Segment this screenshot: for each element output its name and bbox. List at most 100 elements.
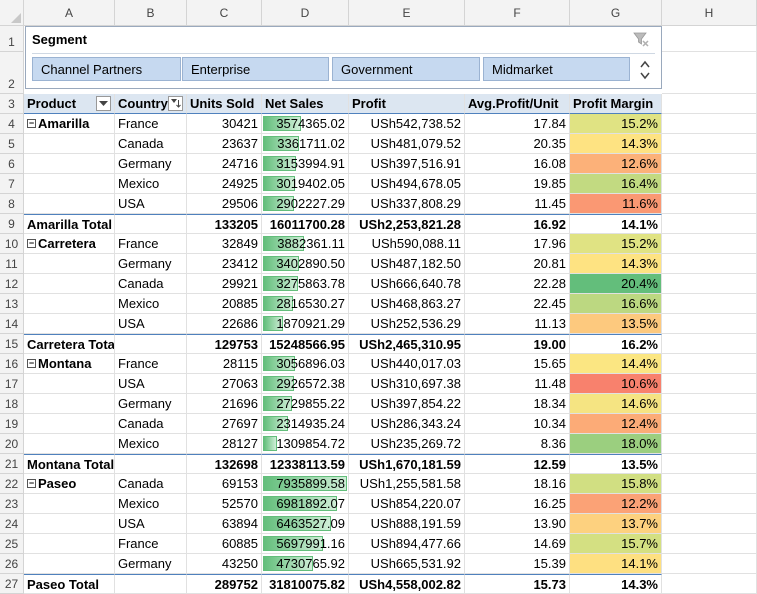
data-cell-product[interactable] bbox=[24, 274, 115, 294]
data-cell-net[interactable]: 7935899.58 bbox=[262, 474, 349, 494]
pivot-header-margin[interactable]: Profit Margin bbox=[570, 94, 662, 114]
data-cell-country[interactable]: France bbox=[115, 534, 187, 554]
data-cell-avg[interactable]: 18.34 bbox=[465, 394, 570, 414]
dropdown-arrow-icon[interactable] bbox=[96, 96, 111, 111]
data-cell-units[interactable]: 28115 bbox=[187, 354, 262, 374]
pivot-header-country[interactable]: Country bbox=[115, 94, 187, 114]
data-cell-profit[interactable]: USh440,017.03 bbox=[349, 354, 465, 374]
total-cell-margin[interactable]: 13.5% bbox=[570, 454, 662, 474]
row-header-3[interactable]: 3 bbox=[0, 94, 24, 114]
data-cell-avg[interactable]: 18.16 bbox=[465, 474, 570, 494]
data-cell-product[interactable]: − Paseo bbox=[24, 474, 115, 494]
data-cell-product[interactable] bbox=[24, 294, 115, 314]
data-cell-country[interactable]: Canada bbox=[115, 274, 187, 294]
cell-h22[interactable] bbox=[662, 474, 757, 494]
data-cell-units[interactable]: 32849 bbox=[187, 234, 262, 254]
data-cell-country[interactable]: Mexico bbox=[115, 434, 187, 454]
data-cell-margin[interactable]: 12.4% bbox=[570, 414, 662, 434]
cell-h12[interactable] bbox=[662, 274, 757, 294]
total-cell-profit[interactable]: USh2,465,310.95 bbox=[349, 334, 465, 354]
cell-h26[interactable] bbox=[662, 554, 757, 574]
data-cell-margin[interactable]: 10.6% bbox=[570, 374, 662, 394]
row-header-16[interactable]: 16 bbox=[0, 354, 24, 374]
row-header-21[interactable]: 21 bbox=[0, 454, 24, 474]
cell-h9[interactable] bbox=[662, 214, 757, 234]
data-cell-product[interactable] bbox=[24, 134, 115, 154]
data-cell-avg[interactable]: 22.28 bbox=[465, 274, 570, 294]
row-header-1[interactable]: 1 bbox=[0, 26, 24, 52]
total-cell-country[interactable] bbox=[115, 214, 187, 234]
data-cell-margin[interactable]: 14.6% bbox=[570, 394, 662, 414]
data-cell-net[interactable]: 1870921.29 bbox=[262, 314, 349, 334]
data-cell-units[interactable]: 27697 bbox=[187, 414, 262, 434]
data-cell-avg[interactable]: 15.65 bbox=[465, 354, 570, 374]
row-header-24[interactable]: 24 bbox=[0, 514, 24, 534]
data-cell-product[interactable]: − Montana bbox=[24, 354, 115, 374]
row-header-2[interactable]: 2 bbox=[0, 52, 24, 94]
data-cell-net[interactable]: 3402890.50 bbox=[262, 254, 349, 274]
data-cell-country[interactable]: Mexico bbox=[115, 174, 187, 194]
total-cell-product[interactable]: Montana Total bbox=[24, 454, 115, 474]
data-cell-country[interactable]: Canada bbox=[115, 414, 187, 434]
cell-h17[interactable] bbox=[662, 374, 757, 394]
cell-h6[interactable] bbox=[662, 154, 757, 174]
data-cell-country[interactable]: France bbox=[115, 234, 187, 254]
column-header-d[interactable]: D bbox=[262, 0, 349, 26]
total-cell-margin[interactable]: 14.1% bbox=[570, 214, 662, 234]
data-cell-net[interactable]: 3361711.02 bbox=[262, 134, 349, 154]
cell-h7[interactable] bbox=[662, 174, 757, 194]
cell-h24[interactable] bbox=[662, 514, 757, 534]
cell-h23[interactable] bbox=[662, 494, 757, 514]
data-cell-units[interactable]: 23637 bbox=[187, 134, 262, 154]
slicer-item-government[interactable]: Government bbox=[332, 57, 480, 81]
data-cell-country[interactable]: Mexico bbox=[115, 494, 187, 514]
total-cell-profit[interactable]: USh2,253,821.28 bbox=[349, 214, 465, 234]
total-cell-units[interactable]: 289752 bbox=[187, 574, 262, 594]
data-cell-country[interactable]: Canada bbox=[115, 134, 187, 154]
pivot-header-net[interactable]: Net Sales bbox=[262, 94, 349, 114]
cell-h21[interactable] bbox=[662, 454, 757, 474]
data-cell-net[interactable]: 3056896.03 bbox=[262, 354, 349, 374]
data-cell-net[interactable]: 2729855.22 bbox=[262, 394, 349, 414]
data-cell-product[interactable] bbox=[24, 174, 115, 194]
data-cell-net[interactable]: 3574365.02 bbox=[262, 114, 349, 134]
data-cell-avg[interactable]: 19.85 bbox=[465, 174, 570, 194]
data-cell-profit[interactable]: USh397,516.91 bbox=[349, 154, 465, 174]
row-header-26[interactable]: 26 bbox=[0, 554, 24, 574]
row-header-10[interactable]: 10 bbox=[0, 234, 24, 254]
data-cell-country[interactable]: USA bbox=[115, 194, 187, 214]
row-header-6[interactable]: 6 bbox=[0, 154, 24, 174]
row-header-4[interactable]: 4 bbox=[0, 114, 24, 134]
cell-h18[interactable] bbox=[662, 394, 757, 414]
data-cell-country[interactable]: Mexico bbox=[115, 294, 187, 314]
total-cell-avg[interactable]: 12.59 bbox=[465, 454, 570, 474]
data-cell-units[interactable]: 69153 bbox=[187, 474, 262, 494]
data-cell-units[interactable]: 29921 bbox=[187, 274, 262, 294]
data-cell-product[interactable] bbox=[24, 374, 115, 394]
data-cell-units[interactable]: 24925 bbox=[187, 174, 262, 194]
data-cell-avg[interactable]: 16.25 bbox=[465, 494, 570, 514]
data-cell-avg[interactable]: 15.39 bbox=[465, 554, 570, 574]
total-cell-country[interactable] bbox=[115, 574, 187, 594]
cell-h15[interactable] bbox=[662, 334, 757, 354]
data-cell-net[interactable]: 6981892.07 bbox=[262, 494, 349, 514]
data-cell-profit[interactable]: USh1,255,581.58 bbox=[349, 474, 465, 494]
data-cell-country[interactable]: Germany bbox=[115, 254, 187, 274]
data-cell-units[interactable]: 52570 bbox=[187, 494, 262, 514]
data-cell-margin[interactable]: 14.4% bbox=[570, 354, 662, 374]
data-cell-units[interactable]: 22686 bbox=[187, 314, 262, 334]
data-cell-avg[interactable]: 22.45 bbox=[465, 294, 570, 314]
total-cell-margin[interactable]: 16.2% bbox=[570, 334, 662, 354]
data-cell-net[interactable]: 2314935.24 bbox=[262, 414, 349, 434]
data-cell-country[interactable]: Germany bbox=[115, 394, 187, 414]
cell-h4[interactable] bbox=[662, 114, 757, 134]
data-cell-avg[interactable]: 17.96 bbox=[465, 234, 570, 254]
data-cell-avg[interactable]: 17.84 bbox=[465, 114, 570, 134]
cell-h8[interactable] bbox=[662, 194, 757, 214]
column-header-g[interactable]: G bbox=[570, 0, 662, 26]
data-cell-margin[interactable]: 11.6% bbox=[570, 194, 662, 214]
data-cell-net[interactable]: 4730765.92 bbox=[262, 554, 349, 574]
data-cell-product[interactable] bbox=[24, 394, 115, 414]
data-cell-product[interactable] bbox=[24, 534, 115, 554]
segment-slicer[interactable]: Segment Channel Partners Enterprise Gove… bbox=[25, 26, 662, 89]
